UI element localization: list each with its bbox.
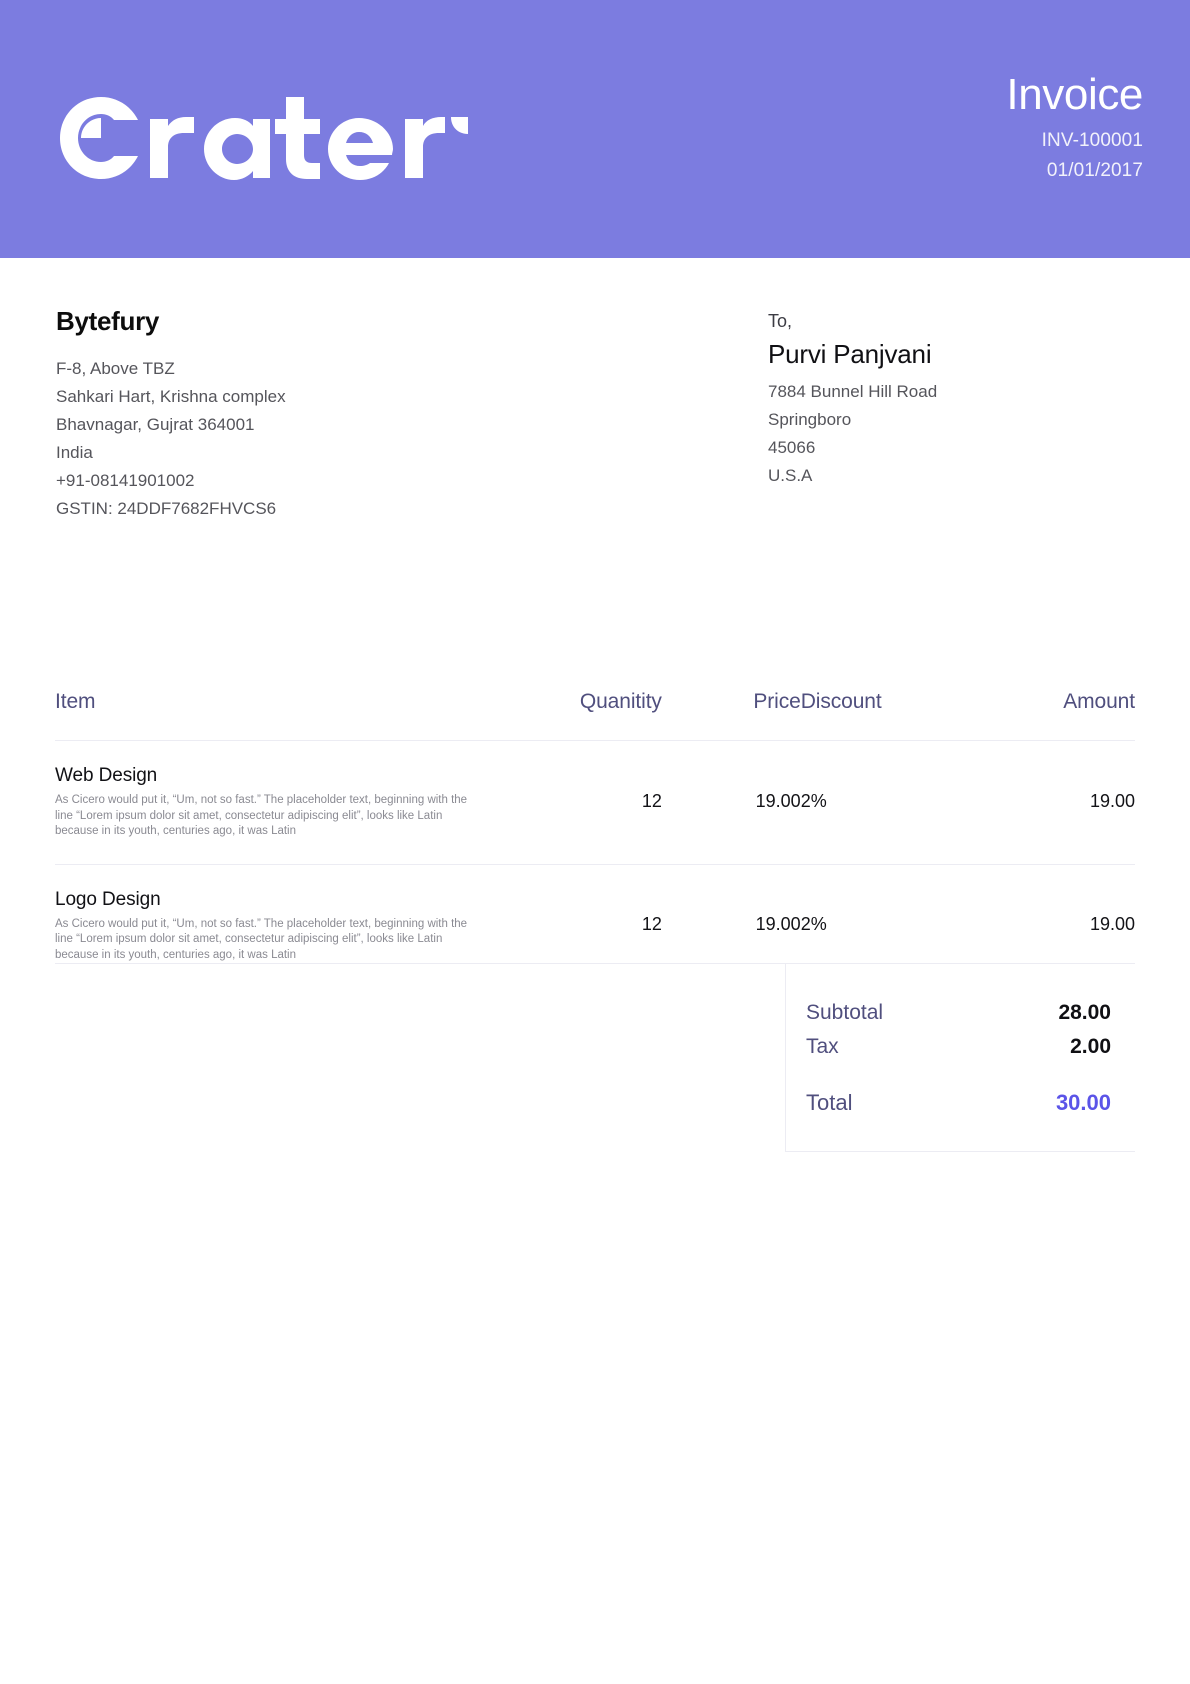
item-price: 19.00: [661, 740, 801, 864]
item-cell: Web Design As Cicero would put it, “Um, …: [55, 740, 498, 864]
items-table-container: Item Quanitity Price Discount Amount Web…: [0, 690, 1190, 987]
crater-logo: [54, 85, 484, 185]
from-gstin: GSTIN: 24DDF7682FHVCS6: [56, 499, 277, 518]
item-discount: 2%: [800, 863, 981, 987]
invoice-title: Invoice: [1006, 70, 1143, 119]
totals-box: Subtotal 28.00 Tax 2.00 Total 30.00: [785, 964, 1135, 1152]
from-address-line: India: [56, 443, 93, 462]
invoice-date: 01/01/2017: [1046, 159, 1143, 181]
subtotal-row: Subtotal 28.00: [806, 996, 1111, 1030]
to-address-line: U.S.A: [768, 466, 813, 485]
invoice-meta: Invoice INV-100001 01/01/2017: [1006, 70, 1143, 185]
to-label: To,: [768, 311, 793, 331]
to-address-line: Springboro: [768, 410, 852, 429]
column-header-item: Item: [55, 690, 96, 713]
from-address-line: Sahkari Hart, Krishna complex: [56, 387, 286, 406]
item-description: As Cicero would put it, “Um, not so fast…: [55, 794, 468, 837]
item-discount: 2%: [800, 740, 981, 864]
to-address-block: To, Purvi Panjvani 7884 Bunnel Hill Road…: [768, 308, 1068, 490]
from-phone: +91-08141901002: [56, 471, 195, 490]
item-quantity: 12: [497, 863, 662, 987]
item-name: Logo Design: [55, 888, 161, 910]
to-address-line: 45066: [768, 438, 816, 457]
address-section: Bytefury F-8, Above TBZ Sahkari Hart, Kr…: [0, 258, 1190, 618]
table-row: Web Design As Cicero would put it, “Um, …: [55, 740, 1135, 864]
item-description: As Cicero would put it, “Um, not so fast…: [55, 917, 468, 961]
tax-row: Tax 2.00: [806, 1030, 1111, 1064]
items-header-row: Item Quanitity Price Discount Amount: [55, 690, 1135, 741]
column-header-discount: Discount: [800, 690, 882, 713]
column-header-quantity: Quanitity: [579, 690, 662, 713]
from-company-name: Bytefury: [56, 306, 160, 336]
subtotal-label: Subtotal: [806, 1001, 884, 1024]
items-table: Item Quanitity Price Discount Amount Web…: [55, 690, 1135, 987]
items-table-body: Web Design As Cicero would put it, “Um, …: [55, 740, 1135, 987]
item-price: 19.00: [661, 863, 801, 987]
subtotal-value: 28.00: [1058, 1001, 1111, 1024]
item-quantity: 12: [497, 740, 662, 864]
grand-total-row: Total 30.00: [806, 1085, 1111, 1121]
invoice-number: INV-100001: [1041, 130, 1143, 152]
from-address-line: Bhavnagar, Gujrat 364001: [56, 415, 255, 434]
table-row: Logo Design As Cicero would put it, “Um,…: [55, 863, 1135, 987]
invoice-header-band: Invoice INV-100001 01/01/2017: [0, 0, 1190, 258]
from-address-block: Bytefury F-8, Above TBZ Sahkari Hart, Kr…: [56, 306, 576, 523]
totals-section: Subtotal 28.00 Tax 2.00 Total 30.00: [55, 963, 1135, 1152]
to-address-line: 7884 Bunnel Hill Road: [768, 382, 938, 401]
total-label: Total: [806, 1090, 853, 1115]
total-value: 30.00: [1055, 1090, 1111, 1115]
item-amount: 19.00: [980, 863, 1135, 987]
item-name: Web Design: [55, 765, 158, 786]
tax-label: Tax: [806, 1035, 839, 1058]
from-address-line: F-8, Above TBZ: [56, 359, 175, 378]
item-cell: Logo Design As Cicero would put it, “Um,…: [55, 863, 498, 987]
column-header-price: Price: [753, 690, 801, 713]
to-customer-name: Purvi Panjvani: [768, 339, 932, 369]
items-table-head: Item Quanitity Price Discount Amount: [55, 690, 1135, 741]
column-header-amount: Amount: [1063, 690, 1135, 713]
tax-value: 2.00: [1070, 1035, 1111, 1058]
item-amount: 19.00: [980, 740, 1135, 864]
